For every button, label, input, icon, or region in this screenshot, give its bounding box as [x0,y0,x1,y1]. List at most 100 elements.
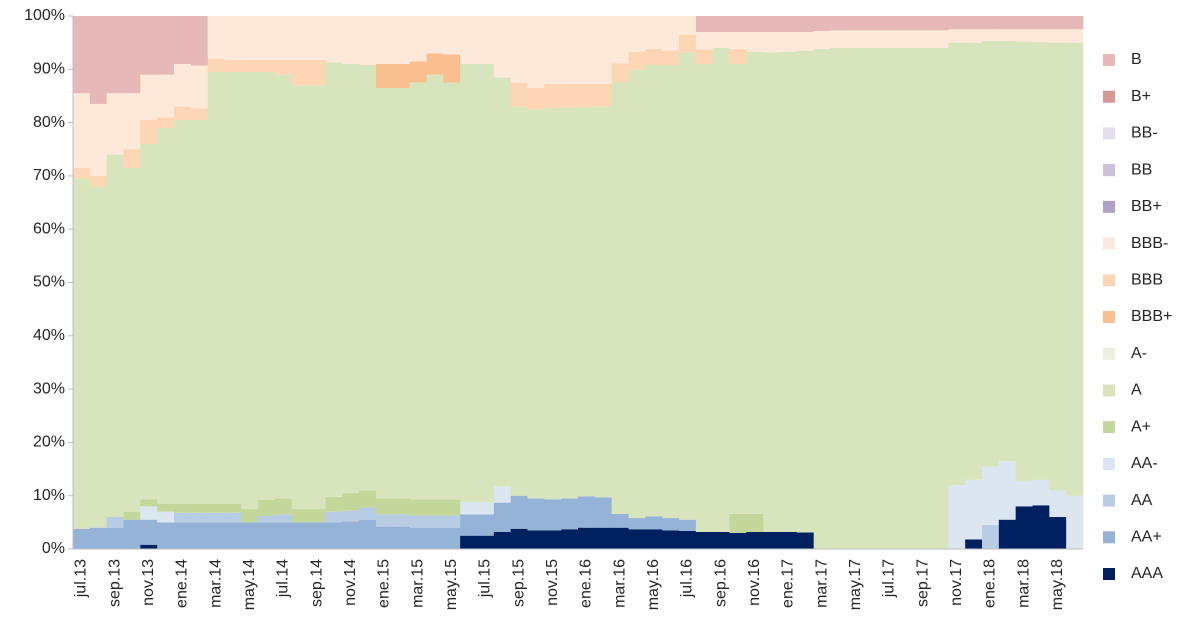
area-segment [695,16,714,32]
legend-label: A- [1131,345,1147,362]
area-segment [594,497,613,528]
legend-swatch [1103,494,1115,507]
area-segment [426,53,444,75]
area-segment [578,496,596,528]
area-segment [712,47,730,532]
area-segment [443,499,461,516]
area-segment [796,16,815,32]
area-segment [157,117,175,128]
area-segment [679,530,697,549]
y-tick-label: 0% [42,540,65,557]
area-segment [258,499,276,516]
area-segment [544,83,562,108]
area-segment [140,519,158,545]
area-segment [561,498,579,530]
area-segment [712,16,730,32]
area-segment [174,503,192,513]
area-segment [1015,29,1033,42]
area-segment [561,529,579,549]
area-segment [662,65,680,519]
legend-swatch [1103,200,1115,213]
area-segment [291,59,310,86]
x-tick-label: mar.14 [207,559,224,608]
area-segment [729,31,747,50]
area-segment [645,516,663,530]
area-segment [460,535,478,549]
area-segment [645,16,663,50]
area-segment [174,119,192,504]
area-segment [561,16,579,84]
legend-label: BB [1131,161,1152,178]
area-segment [746,51,764,514]
area-segment [157,74,175,118]
area-segment [477,535,495,549]
area-segment [241,16,259,60]
legend-swatch [1103,54,1115,66]
area-segment [578,107,596,497]
area-segment [510,528,528,549]
area-segment [1015,480,1033,507]
area-segment [207,503,225,513]
area-segment [544,16,562,84]
area-segment [73,93,91,168]
area-segment [679,16,697,35]
area-segment [359,490,377,508]
legend-label: A [1131,382,1142,399]
area-segment [392,16,411,64]
area-segment [982,29,1000,42]
area-segment [729,513,747,534]
area-segment [965,539,983,549]
area-segment [914,30,932,48]
area-segment [493,486,512,503]
area-segment [140,119,158,144]
area-segment [241,522,259,549]
area-segment [931,30,949,48]
area-segment [258,16,276,60]
area-segment [224,71,242,504]
area-segment [881,30,899,48]
area-segment [645,529,663,549]
area-segment [645,65,663,517]
area-segment [73,528,91,549]
area-segment [106,517,124,528]
area-segment [1032,16,1050,30]
area-segment [998,29,1017,42]
x-tick-label: may.16 [645,559,662,610]
area-segment [611,527,629,549]
area-segment [123,519,141,549]
area-segment [544,530,562,549]
area-segment [763,531,781,549]
area-segment [1032,505,1050,549]
area-segment [359,16,377,66]
y-tick-label: 30% [33,380,65,397]
legend-label: BBB- [1131,235,1168,252]
area-segment [174,522,192,549]
area-segment [392,498,411,515]
area-segment [190,108,209,120]
area-segment [477,16,495,64]
area-segment [948,29,966,43]
area-segment [224,512,242,523]
area-segment [392,514,411,527]
area-segment [645,49,663,66]
area-segment [426,527,444,549]
area-segment [881,47,899,549]
area-segment [847,16,865,31]
y-tick-label: 40% [33,327,65,344]
area-segment [578,16,596,84]
area-segment [982,466,1000,526]
area-segment [544,107,562,500]
area-segment [258,71,276,500]
legend-swatch [1103,421,1115,434]
area-segment [140,143,158,500]
area-segment [89,103,108,176]
legend-swatch [1103,237,1115,250]
area-segment [376,16,394,64]
area-segment [679,52,697,520]
area-segment [207,16,225,59]
area-segment [628,51,646,70]
area-segment [291,509,310,523]
area-segment [746,16,764,32]
legend-label: BB- [1131,125,1158,142]
area-segment [965,479,983,540]
